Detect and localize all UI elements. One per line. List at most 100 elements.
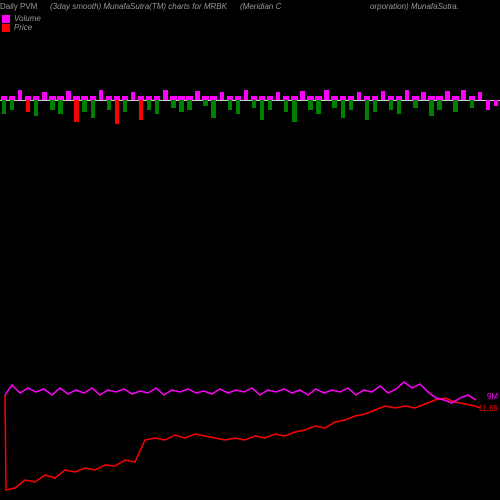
- pvm-bar: [42, 92, 46, 100]
- pvm-bar-cap: [9, 96, 15, 100]
- pvm-bar-cap: [340, 96, 346, 100]
- top-chart-pvm: [0, 40, 500, 180]
- pvm-bar-cap: [186, 96, 192, 100]
- pvm-bar: [179, 100, 183, 112]
- legend-price-label: Price: [14, 23, 32, 32]
- pvm-bar: [115, 100, 119, 124]
- pvm-bar: [74, 100, 78, 122]
- pvm-bar-cap: [452, 96, 458, 100]
- pvm-bar: [252, 100, 256, 108]
- pvm-bar: [187, 100, 191, 110]
- pvm-bar: [381, 91, 385, 100]
- pvm-bar: [268, 100, 272, 110]
- pvm-bar: [91, 100, 95, 118]
- pvm-bar: [99, 90, 103, 100]
- pvm-bar: [18, 90, 22, 100]
- pvm-bar: [236, 100, 240, 114]
- pvm-bar: [486, 100, 490, 110]
- pvm-bar: [276, 92, 280, 100]
- chart-header: Daily PVM (3day smooth) MunafaSutra(TM) …: [0, 2, 500, 16]
- pvm-bar: [494, 100, 498, 106]
- pvm-bar: [429, 100, 433, 116]
- pvm-bar-cap: [73, 96, 79, 100]
- price-axis-label: 11.69: [479, 404, 498, 413]
- pvm-bar: [453, 100, 457, 112]
- pvm-bar-cap: [49, 96, 55, 100]
- pvm-bar-cap: [138, 96, 144, 100]
- pvm-bar-cap: [469, 96, 475, 100]
- pvm-bar: [211, 100, 215, 118]
- pvm-bar: [10, 100, 14, 110]
- pvm-bar-cap: [372, 96, 378, 100]
- pvm-bar: [163, 90, 167, 100]
- header-mid1: (3day smooth) MunafaSutra(TM) charts for…: [50, 2, 240, 16]
- pvm-bar-cap: [154, 96, 160, 100]
- pvm-bar: [470, 100, 474, 108]
- header-mid2: (Meridian C: [240, 2, 370, 16]
- pvm-bar: [34, 100, 38, 116]
- pvm-bar: [66, 91, 70, 100]
- pvm-bar: [373, 100, 377, 112]
- legend: Volume Price: [2, 14, 41, 32]
- pvm-bar: [461, 90, 465, 100]
- pvm-bar-cap: [114, 96, 120, 100]
- pvm-bar-cap: [106, 96, 112, 100]
- pvm-bar-cap: [396, 96, 402, 100]
- pvm-bar-cap: [436, 96, 442, 100]
- pvm-bar-cap: [259, 96, 265, 100]
- pvm-bar: [405, 90, 409, 100]
- pvm-bar: [332, 100, 336, 108]
- pvm-bar: [107, 100, 111, 110]
- pvm-bar-cap: [170, 96, 176, 100]
- pvm-bar: [244, 90, 248, 100]
- pvm-bar: [123, 100, 127, 112]
- pvm-bar-cap: [122, 96, 128, 100]
- pvm-bar: [139, 100, 143, 120]
- pvm-bar-cap: [251, 96, 257, 100]
- pvm-bar: [292, 100, 296, 122]
- pvm-bar-cap: [283, 96, 289, 100]
- volume-line: [5, 382, 476, 403]
- pvm-bar-cap: [81, 96, 87, 100]
- pvm-bar: [308, 100, 312, 110]
- legend-price-swatch: [2, 24, 10, 32]
- price-line: [5, 395, 480, 490]
- pvm-bar: [349, 100, 353, 110]
- pvm-bar: [131, 92, 135, 100]
- pvm-bar: [365, 100, 369, 120]
- legend-volume-label: Volume: [14, 14, 41, 23]
- pvm-bar: [195, 91, 199, 100]
- pvm-bar: [478, 92, 482, 100]
- pvm-bar: [324, 90, 328, 100]
- pvm-bar-cap: [412, 96, 418, 100]
- pvm-bar: [445, 91, 449, 100]
- pvm-bar: [171, 100, 175, 108]
- volume-axis-label: 9M: [487, 392, 498, 401]
- pvm-bar-cap: [90, 96, 96, 100]
- pvm-bar: [228, 100, 232, 110]
- pvm-bar-cap: [227, 96, 233, 100]
- pvm-bar: [300, 91, 304, 100]
- pvm-bar: [421, 92, 425, 100]
- pvm-bar: [437, 100, 441, 110]
- pvm-bar: [2, 100, 6, 114]
- pvm-bar: [50, 100, 54, 110]
- pvm-bar-cap: [235, 96, 241, 100]
- header-right: orporation) MunafaSutra.: [370, 2, 500, 16]
- bottom-chart-svg: [0, 340, 500, 500]
- pvm-bar: [397, 100, 401, 114]
- pvm-bar: [203, 100, 207, 106]
- pvm-bar: [220, 92, 224, 100]
- pvm-bar: [155, 100, 159, 114]
- bottom-chart-price-volume: 9M 11.69: [0, 340, 500, 500]
- pvm-bar: [82, 100, 86, 112]
- pvm-bar-cap: [291, 96, 297, 100]
- pvm-bar: [26, 100, 30, 112]
- pvm-bar-cap: [210, 96, 216, 100]
- legend-volume-swatch: [2, 15, 10, 23]
- pvm-bar-cap: [267, 96, 273, 100]
- pvm-bar: [260, 100, 264, 120]
- pvm-bar-cap: [178, 96, 184, 100]
- pvm-bar-cap: [388, 96, 394, 100]
- pvm-bar: [413, 100, 417, 108]
